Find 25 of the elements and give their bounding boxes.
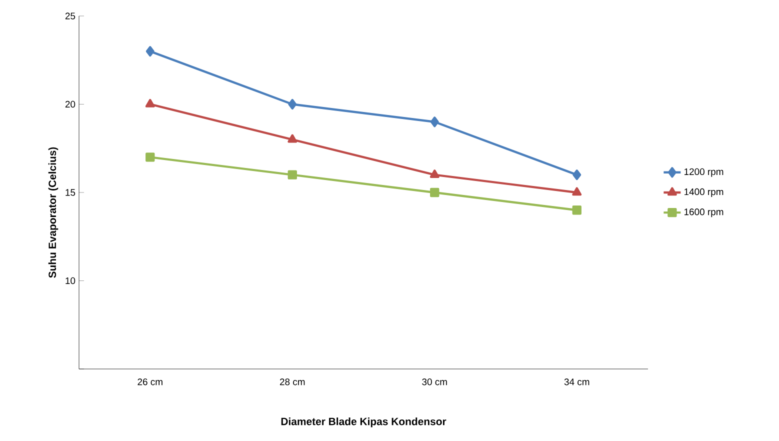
- point: [430, 188, 440, 198]
- x-tick-label: 30 cm: [422, 378, 447, 386]
- point: [430, 116, 439, 128]
- x-tick-label: 34 cm: [564, 378, 590, 386]
- y-tick-label: 25: [65, 12, 76, 20]
- y-tick-label: 10: [66, 277, 76, 284]
- point: [572, 170, 582, 180]
- point: [288, 170, 297, 180]
- x-tick-label: 28 cm: [280, 378, 305, 386]
- point: [146, 46, 154, 57]
- legend-label: 1400 rpm: [684, 188, 724, 198]
- y-tick-label: 20: [65, 100, 76, 108]
- y-axis-title: Suhu Evaporator (Celcius): [48, 147, 58, 278]
- x-axis-title: Diameter Blade Kipas Kondensor: [281, 418, 446, 428]
- point: [572, 187, 582, 196]
- y-tick-label: 15: [66, 189, 76, 196]
- point: [288, 98, 297, 110]
- point: [145, 98, 155, 108]
- point: [288, 134, 298, 143]
- legend-label: 1600 rpm: [684, 208, 724, 218]
- x-tick-label: 26 cm: [138, 378, 162, 386]
- point: [430, 170, 440, 178]
- point: [572, 206, 582, 215]
- legend-label: 1200 rpm: [684, 168, 724, 177]
- point: [146, 152, 155, 162]
